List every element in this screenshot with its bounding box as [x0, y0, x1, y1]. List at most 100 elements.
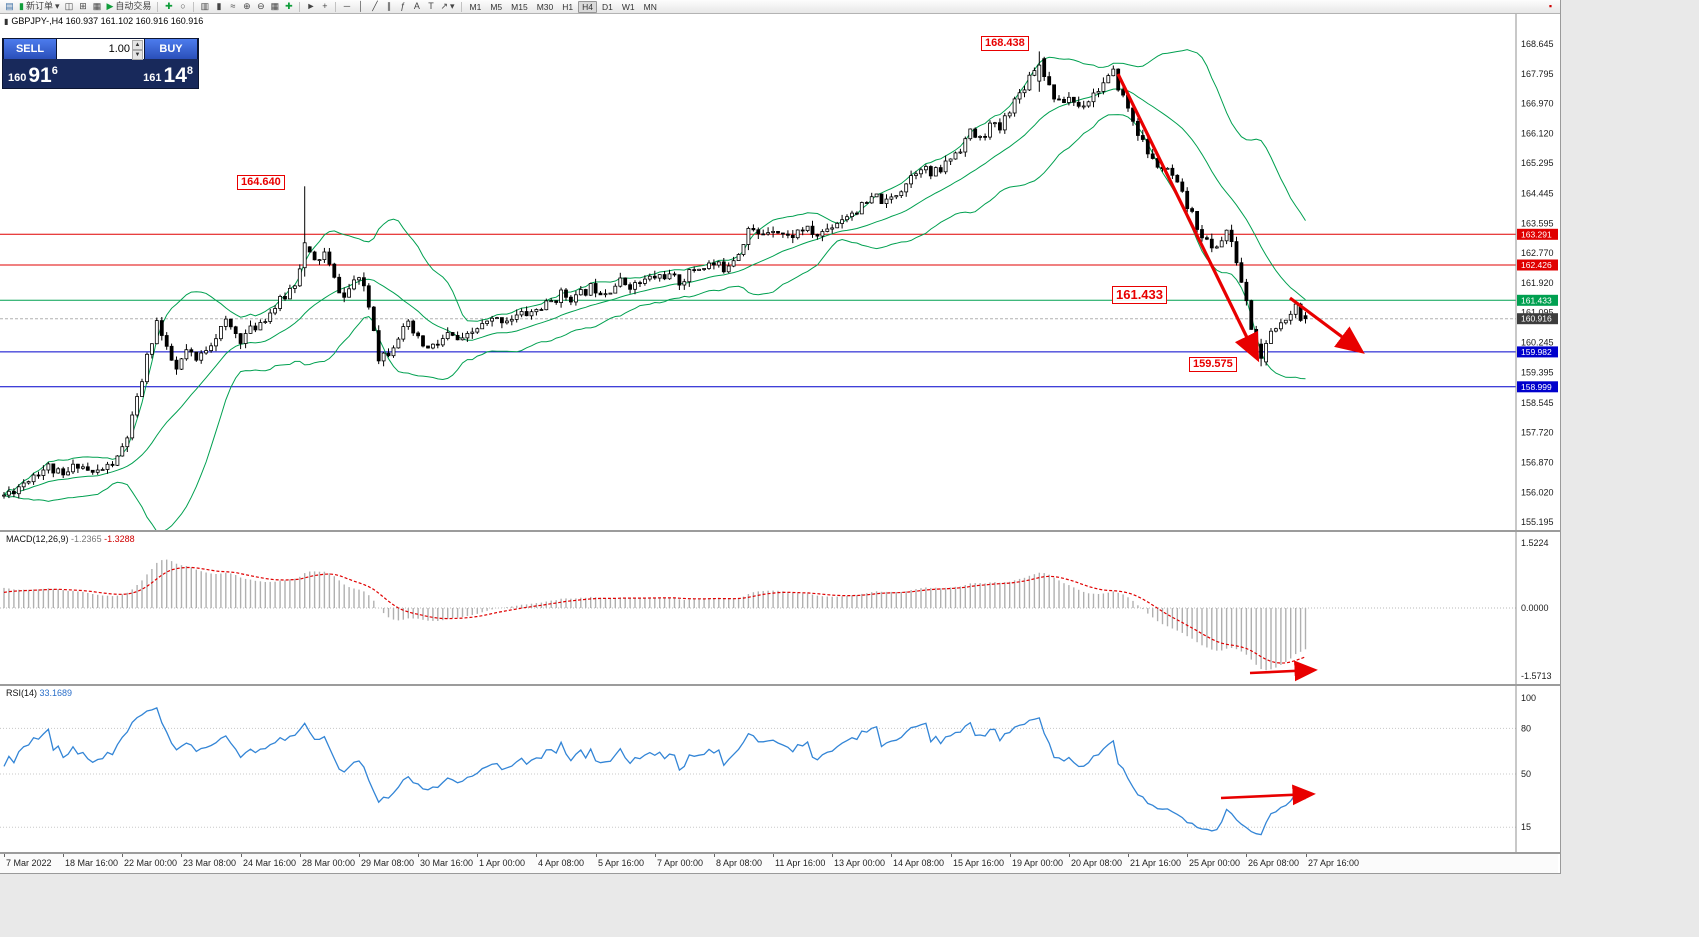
label-tool-button[interactable]: T — [424, 1, 437, 13]
price-flag[interactable]: 164.640 — [237, 175, 285, 190]
alert-icon: ▪ — [1548, 1, 1553, 11]
chevron-down-icon: ▾ — [54, 1, 60, 11]
line-chart-icon: ≈ — [230, 1, 236, 11]
cycles-button[interactable]: ○ — [176, 1, 189, 13]
buy-button[interactable]: BUY — [144, 39, 198, 59]
arrows-tool-button[interactable]: ↗ ▾ — [438, 1, 456, 13]
indicators-button[interactable]: ✚ — [282, 1, 295, 13]
tile-windows-button[interactable]: ▦ — [268, 1, 281, 13]
time-axis-tick — [1010, 854, 1011, 857]
time-axis-label: 29 Mar 08:00 — [361, 858, 415, 868]
lot-stepper: ▲ ▼ — [132, 40, 143, 60]
tf-button-M30[interactable]: M30 — [536, 1, 554, 12]
rsi-label: RSI(14) 33.1689 — [4, 688, 75, 698]
tf-button-W1[interactable]: W1 — [621, 1, 635, 12]
price-flag[interactable]: 159.575 — [1189, 357, 1237, 372]
toolbar-separator — [335, 1, 337, 12]
label-tool-icon: T — [428, 1, 434, 11]
channel-tool-button[interactable]: ∥ — [382, 1, 395, 13]
profiles-button[interactable]: ◫ — [63, 1, 76, 13]
new-order-button[interactable]: ▮ 新订单 ▾ — [17, 1, 62, 13]
macd-label: MACD(12,26,9) -1.2365 -1.3288 — [4, 534, 137, 544]
tf-button-MN[interactable]: MN — [643, 1, 657, 12]
time-axis-label: 7 Apr 00:00 — [657, 858, 704, 868]
autotrading-play-icon: ▶ — [106, 1, 114, 11]
rsi-axis-label: 100 — [1521, 693, 1536, 703]
price-axis-label: 161.095 — [1521, 307, 1554, 317]
time-axis-tick — [359, 854, 360, 857]
time-axis-tick — [773, 854, 774, 857]
price-axis-badge: 162.426 — [1521, 260, 1552, 270]
macd-canvas[interactable]: 1.5224 0.0000 -1.5713 — [0, 532, 1558, 684]
tf-button-M5[interactable]: M5 — [490, 1, 503, 12]
fibonacci-icon: ƒ — [400, 1, 406, 11]
time-axis-label: 7 Mar 2022 — [6, 858, 52, 868]
new-chart-button[interactable]: ✚ — [162, 1, 175, 13]
main-chart-canvas[interactable]: 168.645 167.795 166.970 166.120 165.295 164.4… — [0, 14, 1558, 530]
sell-button[interactable]: SELL — [3, 39, 57, 59]
alert-button[interactable]: ▪ — [1544, 1, 1557, 13]
macd-signal-line — [3, 566, 1306, 664]
tf-button-M15[interactable]: M15 — [511, 1, 528, 12]
panel-splitter[interactable] — [0, 852, 1561, 854]
lot-down-icon[interactable]: ▼ — [132, 50, 143, 60]
hline-tool-button[interactable]: ─ — [340, 1, 353, 13]
cycle-icon: ○ — [180, 1, 186, 11]
price-axis-label: 155.195 — [1521, 517, 1554, 527]
chevron-down-icon: ▾ — [449, 1, 455, 11]
cursor-tool-button[interactable]: ► — [304, 1, 317, 13]
tf-button-D1[interactable]: D1 — [601, 1, 613, 12]
text-tool-button[interactable]: A — [410, 1, 423, 13]
rsi-canvas[interactable]: 100 80 50 15 — [0, 686, 1558, 852]
autotrading-label: 自动交易 — [115, 1, 152, 11]
price-axis-label: 165.295 — [1521, 158, 1554, 168]
price-axis-label: 156.870 — [1521, 458, 1554, 468]
rsi-line — [3, 707, 1306, 836]
time-axis-tick — [300, 854, 301, 857]
price-axis-label: 156.020 — [1521, 488, 1554, 498]
trendline-tool-button[interactable]: ╱ — [368, 1, 381, 13]
lot-size-input[interactable]: 1.00 ▲ ▼ — [57, 39, 144, 60]
time-axis[interactable]: 7 Mar 2022 18 Mar 16:00 22 Mar 00:00 23 Mar… — [0, 854, 1558, 873]
time-axis-label: 14 Apr 08:00 — [893, 858, 945, 868]
time-axis-label: 5 Apr 16:00 — [598, 858, 645, 868]
tf-button-H1[interactable]: H1 — [562, 1, 574, 12]
lot-up-icon[interactable]: ▲ — [132, 40, 143, 50]
time-axis-tick — [477, 854, 478, 857]
macd-panel: 1.5224 0.0000 -1.5713 MACD(12,26,9) -1.236… — [0, 532, 1558, 684]
price-flag[interactable]: 161.433 — [1112, 286, 1167, 304]
grid-toggle-button[interactable]: ▦ — [91, 1, 104, 13]
autotrading-button[interactable]: ▶ 自动交易 — [105, 1, 154, 13]
panel-splitter[interactable] — [0, 530, 1561, 532]
price-axis-label: 168.645 — [1521, 39, 1554, 49]
vline-tool-button[interactable]: │ — [354, 1, 367, 13]
zoom-in-button[interactable]: ⊕ — [240, 1, 253, 13]
time-axis-label: 1 Apr 00:00 — [479, 858, 526, 868]
time-axis-label: 23 Mar 08:00 — [183, 858, 237, 868]
chart-window-icon[interactable]: ▤ — [5, 1, 14, 11]
toolbar: ▤ ▮ 新订单 ▾ ◫ ⊞ ▦ ▶ 自动交易 ✚ ○ ▥ ▮ ≈ ⊕ ⊖ ▦ ✚… — [0, 0, 1560, 14]
trendline-icon: ╱ — [372, 1, 378, 11]
panel-splitter[interactable] — [0, 684, 1561, 686]
crosshair-tool-button[interactable]: + — [318, 1, 331, 13]
tf-button-M1[interactable]: M1 — [469, 1, 482, 12]
one-click-trade-panel: SELL 1.00 ▲ ▼ BUY 160 91 6 161 — [2, 38, 199, 89]
line-chart-button[interactable]: ≈ — [226, 1, 239, 13]
candle-chart-button[interactable]: ▮ — [212, 1, 225, 13]
time-axis-tick — [891, 854, 892, 857]
zoom-out-icon: ⊖ — [257, 1, 265, 11]
tf-button-H4[interactable]: H4 — [578, 0, 597, 13]
ask-price: 161 14 8 — [143, 64, 193, 87]
zoom-out-button[interactable]: ⊖ — [254, 1, 267, 13]
fibonacci-tool-button[interactable]: ƒ — [396, 1, 409, 13]
price-flag[interactable]: 168.438 — [981, 36, 1029, 51]
new-order-icon: ▮ — [19, 1, 24, 11]
time-axis-label: 8 Apr 08:00 — [716, 858, 763, 868]
window-list-button[interactable]: ⊞ — [77, 1, 90, 13]
bar-chart-button[interactable]: ▥ — [198, 1, 211, 13]
price-axis-badge: 160.916 — [1521, 314, 1552, 324]
time-axis-label: 19 Apr 00:00 — [1012, 858, 1064, 868]
time-axis-tick — [181, 854, 182, 857]
price-axis-label: 166.970 — [1521, 99, 1554, 109]
time-axis-label: 20 Apr 08:00 — [1071, 858, 1123, 868]
